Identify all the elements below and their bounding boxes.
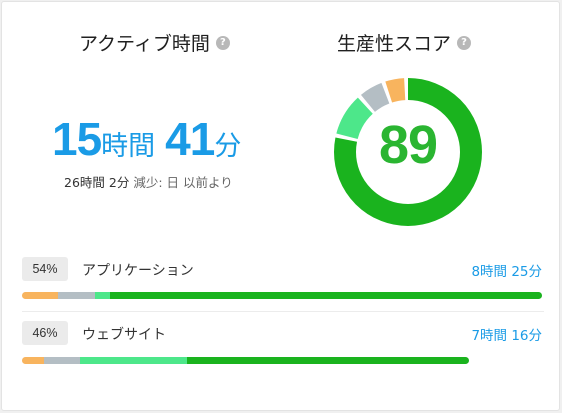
active-minutes-unit: 分	[214, 131, 242, 161]
productivity-score-value: 89	[378, 115, 438, 175]
category-row-websites[interactable]: 46% ウェブサイト 7時間 16分	[22, 320, 544, 350]
category-label: アプリケーション	[82, 263, 194, 279]
comparison-reference: : 日 以前より	[158, 175, 233, 190]
question-circle-icon[interactable]: ?	[457, 36, 472, 50]
productivity-score-heading: 生産性スコア ?	[337, 30, 472, 55]
bar-segment-productive	[94, 292, 111, 299]
active-minutes-value: 41	[165, 113, 215, 165]
bar-segment-very-productive	[187, 357, 469, 364]
comparison-change: 減少	[133, 175, 159, 190]
category-label: ウェブサイト	[82, 327, 166, 343]
active-time-total: 15 時間 41 分	[52, 112, 277, 166]
category-time: 8時間 25分	[471, 264, 542, 280]
bar-segment-very-productive	[110, 292, 542, 299]
comparison-duration: 26時間 2分	[64, 175, 130, 190]
category-time: 7時間 16分	[471, 328, 542, 344]
row-divider	[22, 311, 544, 312]
active-time-title: アクティブ時間	[79, 32, 210, 55]
active-time-comparison: 26時間 2分 減少: 日 以前より	[64, 172, 233, 191]
bar-segment-productive	[80, 357, 188, 364]
bar-segment-distracting	[22, 357, 45, 364]
productivity-donut-chart	[334, 78, 482, 226]
question-circle-icon[interactable]: ?	[215, 36, 230, 50]
active-hours-unit: 時間	[101, 131, 156, 161]
active-time-heading: アクティブ時間 ?	[79, 30, 230, 55]
category-percent-badge: 54%	[22, 257, 68, 281]
active-hours-value: 15	[52, 113, 102, 165]
bar-segment-distracting	[22, 292, 59, 299]
category-bar-websites	[22, 357, 469, 364]
category-row-applications[interactable]: 54% アプリケーション 8時間 25分	[22, 256, 544, 286]
donut-segment-very-productive	[334, 78, 482, 226]
bar-segment-neutral	[58, 292, 95, 299]
bar-segment-neutral	[44, 357, 81, 364]
productivity-score-title: 生産性スコア	[337, 32, 452, 55]
category-percent-badge: 46%	[22, 321, 68, 345]
category-bar-applications	[22, 292, 542, 299]
